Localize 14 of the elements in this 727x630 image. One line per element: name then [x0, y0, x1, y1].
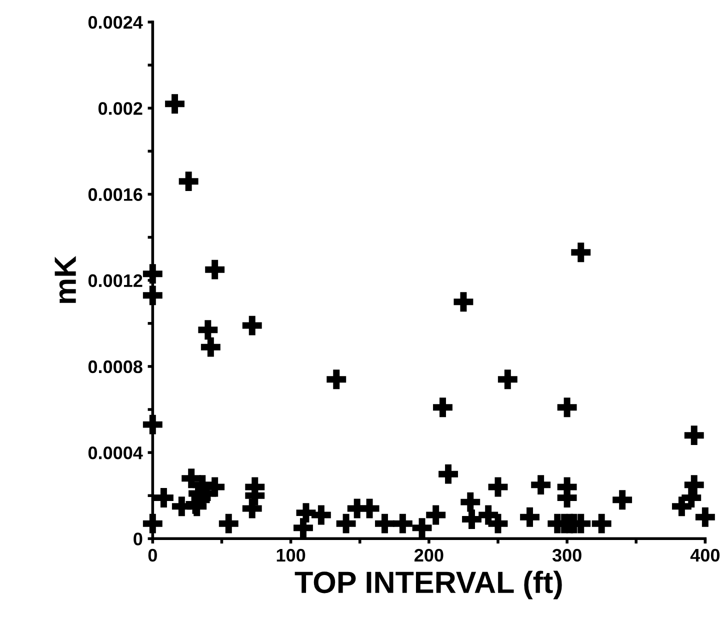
x-tick-label: 300: [552, 548, 582, 562]
x-tick-label: 400: [690, 548, 720, 562]
x-tick-label: 200: [414, 548, 444, 562]
y-tick-label: 0.0008: [88, 360, 142, 374]
y-tick-label: 0.002: [98, 102, 142, 115]
x-tick-label: 0: [148, 548, 157, 562]
y-axis-title: mK: [54, 256, 76, 303]
y-tick-label: 0.0024: [88, 16, 143, 29]
x-tick-label: 100: [276, 548, 306, 562]
y-tick-label: 0.0012: [88, 274, 142, 288]
y-tick-label: 0.0016: [88, 188, 142, 201]
x-axis-title: TOP INTERVAL (ft): [294, 570, 562, 600]
y-tick-label: 0.0004: [88, 446, 143, 460]
y-tick-label: 0: [134, 532, 142, 546]
